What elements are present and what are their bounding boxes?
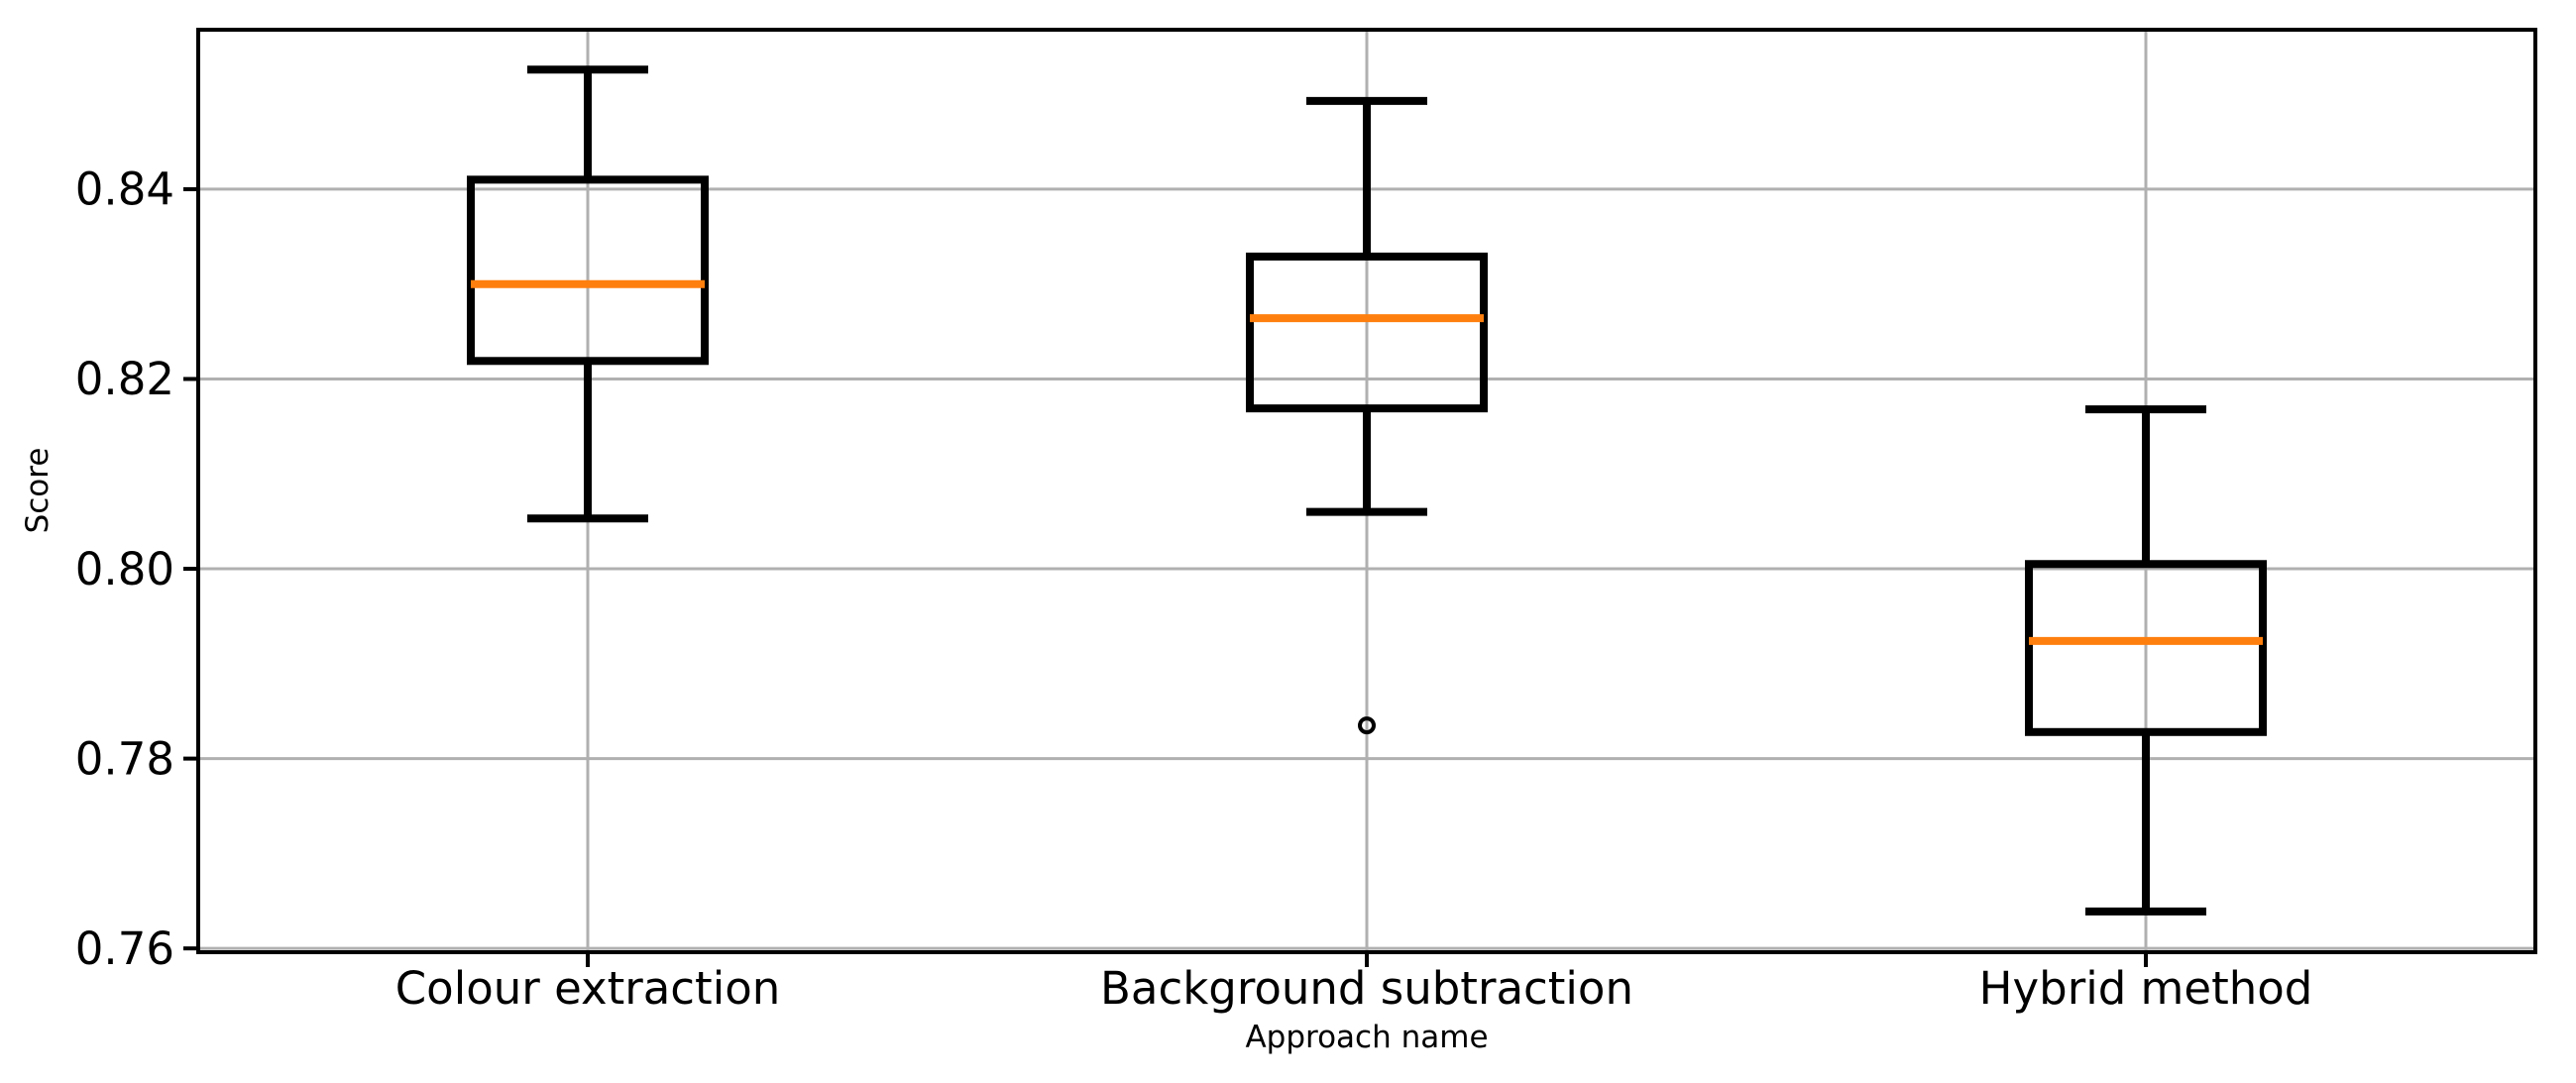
outlier-point — [1358, 716, 1376, 735]
box-2 — [1246, 96, 1488, 735]
y-tick-label: 0.80 — [75, 543, 174, 596]
y-tick-label: 0.84 — [75, 163, 174, 216]
y-tick-label: 0.82 — [75, 353, 174, 405]
boxplot-series — [467, 65, 2267, 916]
iqr-box — [1246, 252, 1488, 413]
x-tick-label: Hybrid method — [1979, 962, 2313, 1015]
iqr-box — [467, 175, 709, 366]
y-tick-label: 0.76 — [75, 922, 174, 975]
plot-border — [196, 28, 2537, 954]
iqr-box — [2025, 560, 2267, 736]
box-1 — [467, 65, 709, 523]
y-axis-title: Score — [20, 448, 56, 534]
y-tick-label: 0.78 — [75, 732, 174, 785]
x-axis-title: Approach name — [1245, 1020, 1488, 1055]
x-tick-label: Colour extraction — [395, 962, 781, 1015]
axis-ticks — [183, 186, 2148, 967]
x-tick-label: Background subtraction — [1100, 962, 1633, 1015]
tick-labels: 0.76 0.78 0.80 0.82 0.84 Colour extraction Bac… — [75, 163, 2313, 1015]
box-3 — [2025, 405, 2267, 916]
